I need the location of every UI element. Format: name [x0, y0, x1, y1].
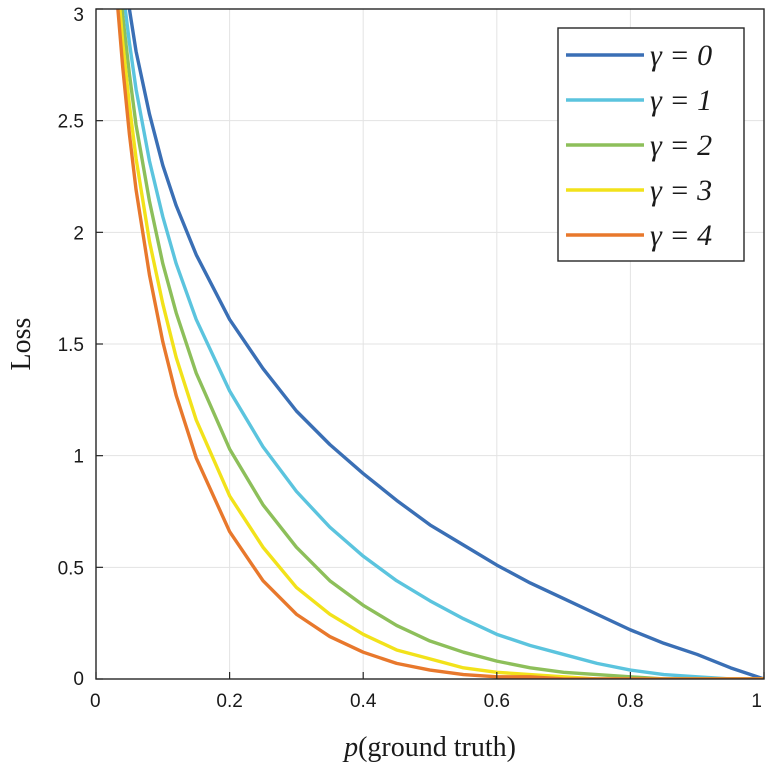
series-line-gamma-0 [127, 9, 764, 679]
legend-label-gamma-4: γ = 4 [650, 219, 712, 252]
y-axis-label: Loss [6, 318, 37, 371]
x-tick-label-0: 0 [90, 691, 101, 712]
series-line-gamma-3 [118, 9, 764, 679]
x-tick-label-4: 0.8 [617, 691, 643, 712]
legend-label-gamma-1: γ = 1 [650, 84, 712, 117]
x-tick-label-5: 1 [751, 691, 762, 712]
x-axis-label-variable: p [342, 732, 358, 763]
y-tick-label-2: 1 [73, 447, 84, 468]
series-line-gamma-4 [116, 9, 764, 679]
x-tick-label-2: 0.4 [350, 691, 377, 712]
series-line-gamma-1 [123, 9, 764, 679]
x-tick-label-3: 0.6 [484, 691, 510, 712]
y-tick-label-3: 1.5 [58, 335, 84, 356]
y-tick-label-1: 0.5 [58, 558, 84, 579]
x-tick-label-1: 0.2 [216, 691, 242, 712]
y-tick-label-6: 3 [73, 5, 84, 26]
legend-label-gamma-3: γ = 3 [650, 174, 712, 207]
y-tick-label-0: 0 [73, 669, 84, 690]
x-axis-ticks: 0 0.2 0.4 0.6 0.8 1 [90, 672, 765, 712]
legend-label-gamma-2: γ = 2 [650, 129, 712, 162]
legend: γ = 0 γ = 1 γ = 2 γ = 3 γ = 4 [557, 27, 745, 262]
x-axis-label-text: (ground truth) [358, 732, 516, 763]
x-axis-label: p(ground truth) [342, 732, 516, 763]
y-axis-ticks: 0 0.5 1 1.5 2 2.5 3 [58, 5, 103, 690]
y-tick-label-4: 2 [73, 223, 84, 244]
legend-label-gamma-0: γ = 0 [650, 39, 712, 72]
y-tick-label-5: 2.5 [58, 112, 84, 133]
